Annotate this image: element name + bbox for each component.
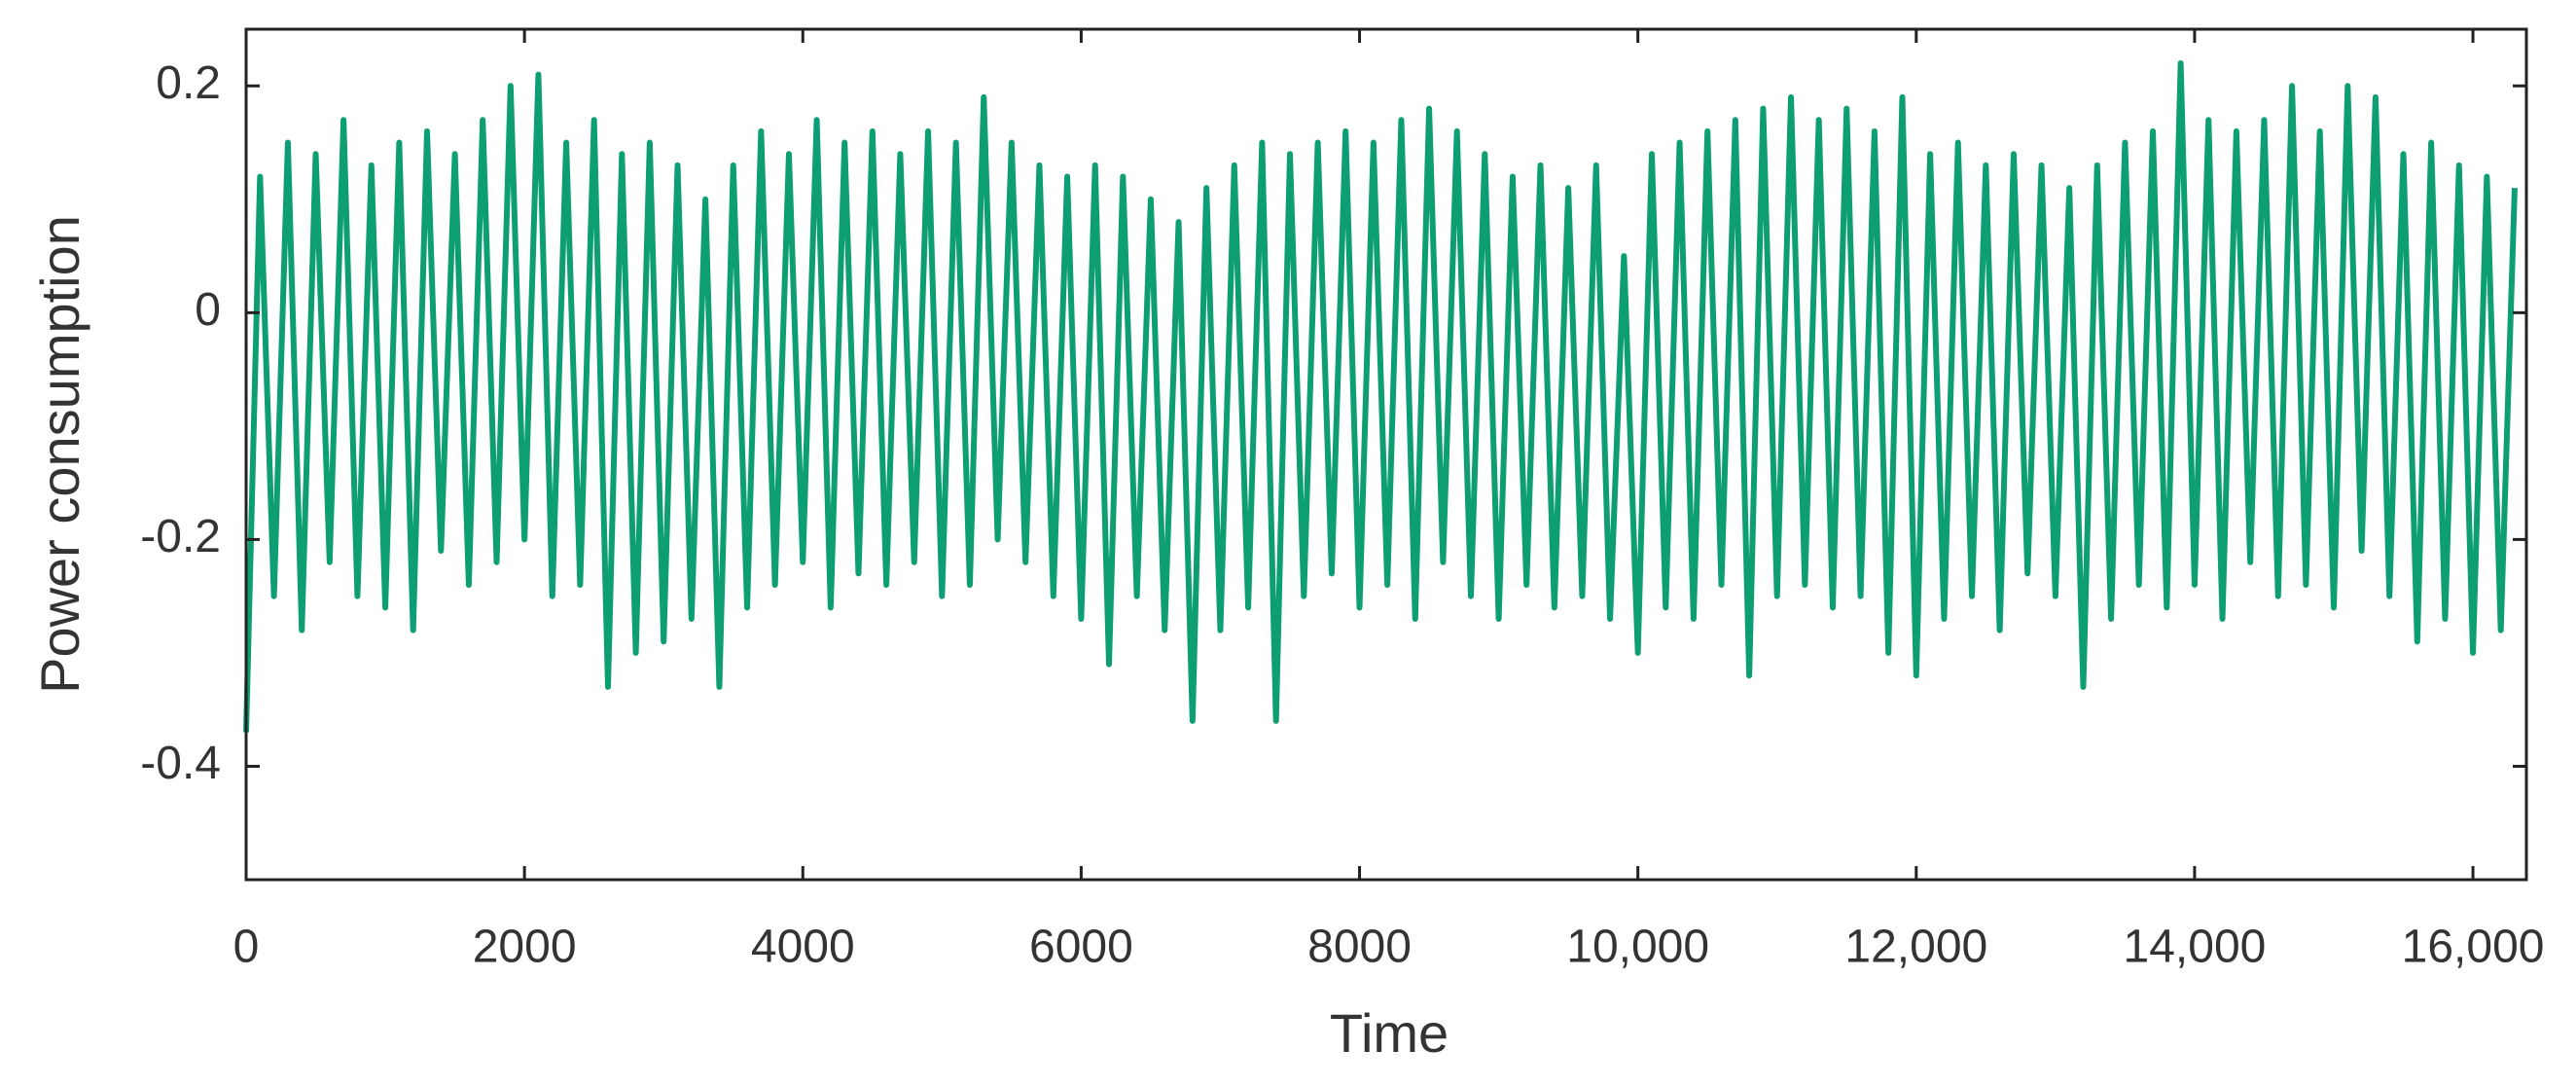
x-tick-label: 16,000	[2402, 922, 2545, 973]
plot-frame	[244, 27, 2528, 882]
x-tick-label: 14,000	[2124, 922, 2267, 973]
x-tick-label: 6000	[1029, 922, 1133, 973]
y-tick-label: 0.2	[156, 57, 221, 109]
y-axis-title: Power consumption	[29, 215, 90, 694]
x-axis-title: Time	[1330, 1002, 1449, 1064]
y-tick-label: -0.2	[140, 511, 221, 562]
x-tick-label: 0	[233, 922, 260, 973]
x-tick-label: 8000	[1307, 922, 1412, 973]
x-tick-label: 4000	[751, 922, 855, 973]
y-tick-label: 0	[195, 284, 221, 336]
data-line	[243, 59, 2518, 733]
y-tick-label: -0.4	[140, 738, 221, 789]
x-tick-label: 12,000	[1844, 922, 1987, 973]
x-tick-label: 10,000	[1566, 922, 1709, 973]
x-tick-label: 2000	[473, 922, 577, 973]
